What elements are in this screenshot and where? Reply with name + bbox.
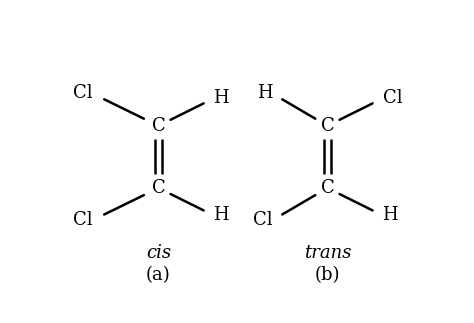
Text: H: H — [383, 206, 398, 224]
Text: C: C — [152, 117, 165, 135]
Text: trans: trans — [304, 244, 351, 262]
Text: (b): (b) — [315, 266, 340, 284]
Text: cis: cis — [146, 244, 171, 262]
Text: (a): (a) — [146, 266, 171, 284]
Text: H: H — [257, 85, 272, 102]
Text: H: H — [213, 89, 229, 108]
Text: C: C — [152, 179, 165, 197]
Text: Cl: Cl — [253, 211, 272, 229]
Text: H: H — [213, 206, 229, 224]
Text: Cl: Cl — [73, 85, 92, 102]
Text: Cl: Cl — [383, 89, 402, 108]
Text: C: C — [320, 179, 334, 197]
Text: C: C — [320, 117, 334, 135]
Text: Cl: Cl — [73, 211, 92, 229]
